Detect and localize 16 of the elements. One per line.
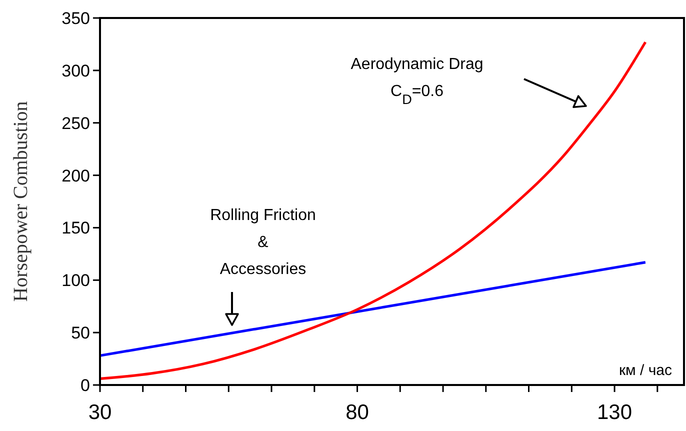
y-tick-label: 200 [62, 166, 90, 186]
x-tick-label: 30 [88, 401, 112, 424]
line-series [98, 40, 647, 380]
x-axis-title: км / час [618, 362, 672, 379]
annotation: Rolling Friction & Accessories [210, 207, 316, 278]
y-tick-label: 300 [62, 61, 90, 80]
y-tick-label: 150 [62, 218, 90, 238]
x-tick-label: 80 [346, 401, 369, 424]
y-tick-label: 0 [80, 376, 90, 395]
y-axis-title: Horsepower Combustion [10, 101, 32, 302]
y-tick-label: 350 [62, 9, 90, 28]
y-tick-label: 250 [62, 114, 90, 133]
annotation: Aerodynamic Drag C$_{D}$=0.6 [350, 56, 484, 106]
y-tick-label: 50 [71, 324, 90, 343]
y-tick-label: 100 [62, 271, 90, 290]
x-tick-label: 130 [597, 401, 632, 424]
